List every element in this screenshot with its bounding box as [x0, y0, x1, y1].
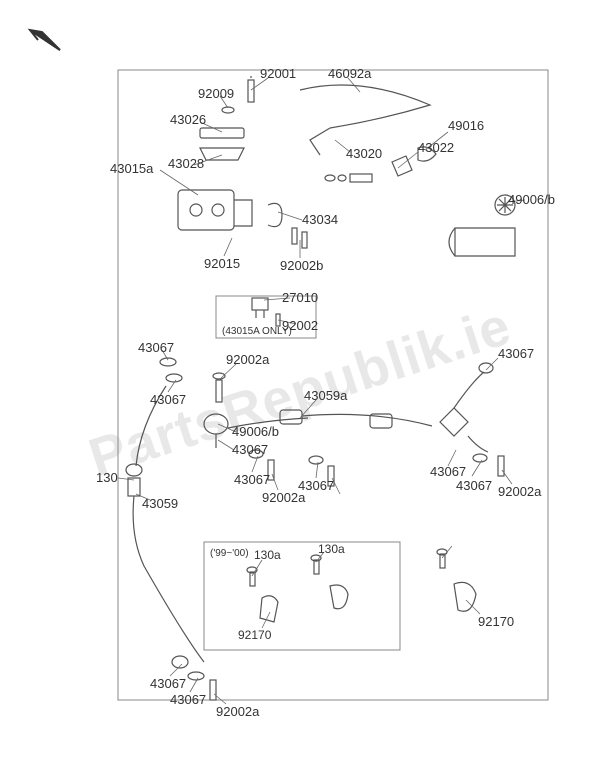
label-92009: 92009 — [198, 86, 234, 101]
label-92002b: 92002b — [280, 258, 323, 273]
label-130: 130 — [96, 470, 118, 485]
label-92015: 92015 — [204, 256, 240, 271]
label-43067-b: 43067 — [150, 392, 186, 407]
diagram-canvas — [0, 0, 600, 784]
label-130a-b: 130a — [318, 542, 345, 556]
label-49006b-mid: 49006/b — [232, 424, 279, 439]
label-43067-j: 43067 — [170, 692, 206, 707]
label-92002a-a: 92002a — [226, 352, 269, 367]
label-43059a: 43059a — [304, 388, 347, 403]
label-43015a: 43015a — [110, 161, 153, 176]
label-92170-b: 92170 — [478, 614, 514, 629]
label-49016: 49016 — [448, 118, 484, 133]
label-43020: 43020 — [346, 146, 382, 161]
label-92002a-d: 92002a — [216, 704, 259, 719]
label-46092a: 46092a — [328, 66, 371, 81]
label-43022: 43022 — [418, 140, 454, 155]
label-43067-c: 43067 — [232, 442, 268, 457]
label-43067-e: 43067 — [298, 478, 334, 493]
label-43059: 43059 — [142, 496, 178, 511]
label-92002a-c: 92002a — [498, 484, 541, 499]
label-92170-a: 92170 — [238, 628, 271, 642]
label-43028: 43028 — [168, 156, 204, 171]
label-130a-a: 130a — [254, 548, 281, 562]
label-43067-g: 43067 — [430, 464, 466, 479]
label-43067-h: 43067 — [456, 478, 492, 493]
note-43015a-only: (43015A ONLY) — [222, 326, 292, 337]
label-43067-d: 43067 — [234, 472, 270, 487]
label-43026: 43026 — [170, 112, 206, 127]
label-43067-a: 43067 — [138, 340, 174, 355]
label-43067-i: 43067 — [150, 676, 186, 691]
label-27010: 27010 — [282, 290, 318, 305]
label-43034: 43034 — [302, 212, 338, 227]
label-49006b-top: 49006/b — [508, 192, 555, 207]
label-43067-f: 43067 — [498, 346, 534, 361]
label-92001: 92001 — [260, 66, 296, 81]
note-99-00: ('99~'00) — [210, 548, 249, 559]
